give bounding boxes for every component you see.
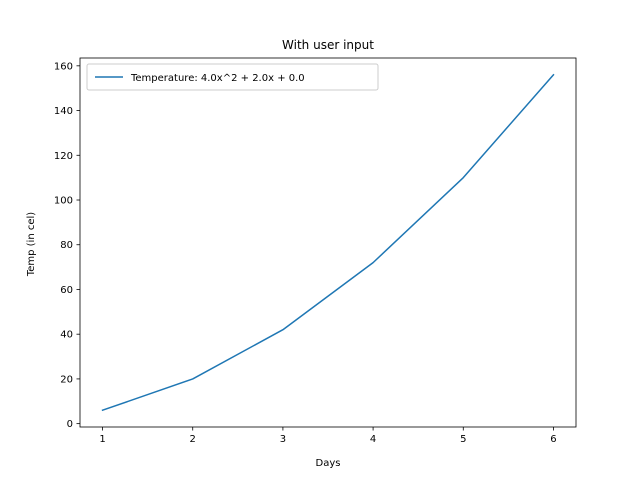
x-tick-label-1: 1	[99, 434, 105, 445]
x-axis-label: Days	[316, 458, 341, 469]
y-tick-label-20: 20	[60, 374, 73, 385]
y-tick-label-80: 80	[60, 240, 73, 251]
plot-background	[80, 58, 576, 427]
y-tick-label-60: 60	[60, 285, 73, 296]
x-tick-label-6: 6	[550, 434, 556, 445]
plot-frame	[79, 57, 577, 428]
y-tick-label-40: 40	[60, 330, 73, 341]
y-tick-label-100: 100	[54, 196, 73, 207]
y-tick-label-120: 120	[54, 151, 73, 162]
y-tick-label-160: 160	[54, 61, 73, 72]
x-tick-label-3: 3	[280, 434, 286, 445]
x-tick-label-5: 5	[460, 434, 466, 445]
x-tick-label-4: 4	[370, 434, 376, 445]
y-axis-label: Temp (in cel)	[26, 212, 37, 277]
x-tick-label-2: 2	[190, 434, 196, 445]
series-line-0	[101, 73, 555, 412]
legend-label: Temperature: 4.0x^2 + 2.0x + 0.0	[130, 73, 305, 84]
y-tick-label-0: 0	[67, 419, 73, 430]
y-tick-label-140: 140	[54, 106, 73, 117]
legend-box	[86, 63, 379, 91]
legend: Temperature: 4.0x^2 + 2.0x + 0.0	[86, 63, 379, 91]
chart-title: With user input	[282, 38, 374, 52]
